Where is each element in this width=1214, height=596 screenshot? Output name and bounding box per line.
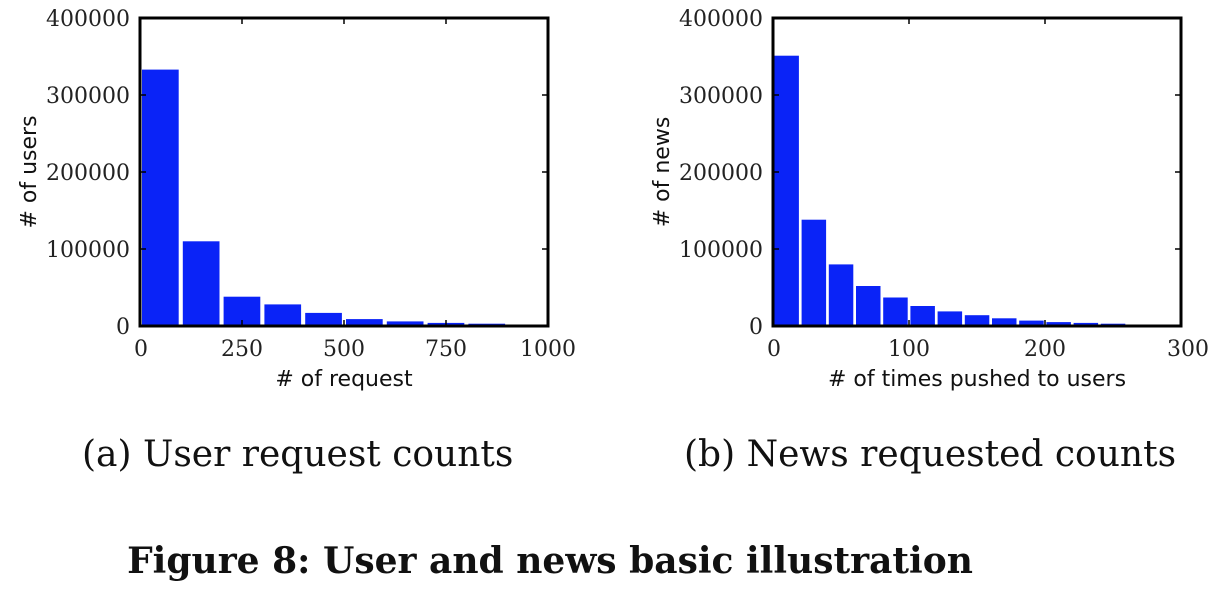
x-tick-label: 200 <box>1024 337 1066 362</box>
y-axis-label: # of news <box>650 117 675 228</box>
bar-0 <box>142 69 179 326</box>
bar-3 <box>856 286 881 326</box>
ticks-group: 0 250 500 750 1000 0 100000 200000 300000 400000 <box>46 7 576 362</box>
bar-5 <box>910 306 935 326</box>
bars-group <box>774 55 1153 326</box>
y-tick-label: 0 <box>749 315 763 340</box>
bar-1 <box>182 241 220 326</box>
bar-3 <box>264 304 302 326</box>
y-tick-label: 200000 <box>46 161 130 186</box>
y-tick-label: 200000 <box>679 161 763 186</box>
x-tick-label: 1000 <box>520 337 576 362</box>
bar-4 <box>305 312 342 326</box>
x-axis-label: # of request <box>275 367 413 392</box>
bar-1 <box>801 219 827 326</box>
x-tick-label: 500 <box>323 337 365 362</box>
bar-4 <box>883 297 908 326</box>
bar-7 <box>964 315 990 326</box>
bar-2 <box>828 264 854 326</box>
x-tick-label: 0 <box>134 337 148 362</box>
y-tick-label: 100000 <box>679 238 763 263</box>
y-tick-label: 100000 <box>46 238 130 263</box>
y-tick-label: 400000 <box>679 7 763 32</box>
y-axis-label: # of users <box>17 115 42 228</box>
x-tick-label: 300 <box>1167 337 1209 362</box>
bar-6 <box>386 321 424 326</box>
x-tick-label: 250 <box>221 337 263 362</box>
figure-title: Figure 8: User and news basic illustrati… <box>127 540 973 582</box>
y-tick-label: 400000 <box>46 7 130 32</box>
bars-group <box>142 69 506 326</box>
y-tick-label: 300000 <box>679 84 763 109</box>
chart-user-request-counts: 0 250 500 750 10000100000200000300000400000 … <box>17 7 576 392</box>
y-tick-label: 0 <box>116 315 130 340</box>
bar-6 <box>937 311 963 326</box>
caption-b: (b) News requested counts <box>684 434 1177 475</box>
bar-11 <box>1073 322 1099 326</box>
x-tick-label: 750 <box>425 337 467 362</box>
ticks-group: 0 100 200 300 0 100000 200000 300000 400000 <box>679 7 1209 362</box>
bar-9 <box>1019 320 1044 326</box>
caption-a: (a) User request counts <box>82 434 514 475</box>
chart-news-requested-counts: 0 100 200 300 0 100000 200000 300000 400000 # of… <box>650 7 1209 392</box>
bar-10 <box>1046 322 1071 326</box>
bar-5 <box>346 319 383 326</box>
bar-0 <box>774 55 799 326</box>
y-tick-label: 300000 <box>46 84 130 109</box>
bar-8 <box>992 318 1017 326</box>
axis-frame <box>138 16 550 328</box>
x-tick-label: 100 <box>888 337 930 362</box>
x-tick-label: 0 <box>767 337 781 362</box>
axis-frame <box>771 16 1183 328</box>
x-axis-label: # of times pushed to users <box>828 367 1126 392</box>
